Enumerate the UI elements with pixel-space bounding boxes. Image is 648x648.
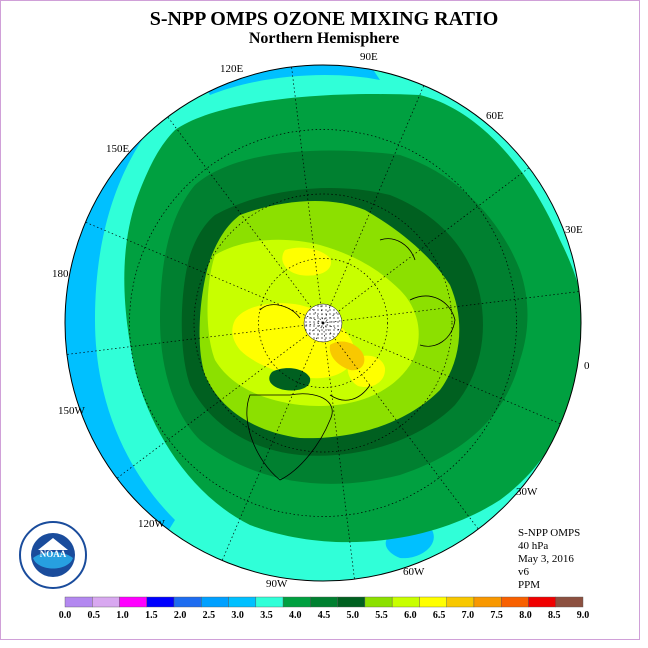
colorbar-tick-label: 2.0 [174, 610, 187, 621]
colorbar-swatch [310, 596, 338, 608]
colorbar-tick-label: 7.0 [462, 610, 475, 621]
info-version: v6 [518, 566, 529, 578]
lon-label-30w: 30W [516, 486, 538, 498]
colorbar-tick-label: 5.0 [347, 610, 360, 621]
colorbar-tick-label: 3.0 [231, 610, 244, 621]
lon-label-150w: 150W [58, 405, 85, 417]
colorbar-tick-label: 6.5 [433, 610, 446, 621]
meridian-line [322, 167, 530, 324]
colorbar-swatch [92, 596, 120, 608]
noaa-logo: NOAA [19, 521, 87, 589]
map-subtitle: Northern Hemisphere [248, 30, 400, 47]
meridian-line [322, 322, 355, 580]
lon-label-60w: 60W [403, 566, 425, 578]
meridian-line [322, 322, 561, 425]
colorbar-swatch [146, 596, 175, 608]
latitude-circle [258, 258, 388, 388]
colorbar-tick-label: 8.5 [548, 610, 561, 621]
colorbar-tick-label: 8.0 [519, 610, 532, 621]
colorbar-tick-label: 5.5 [375, 610, 388, 621]
colorbar-swatch [337, 596, 366, 608]
colorbar-tick-label: 9.0 [577, 610, 590, 621]
ozone-contour-fill [65, 65, 581, 581]
colorbar-swatch [173, 596, 202, 608]
colorbar-swatch [473, 596, 502, 608]
colorbar-swatch [501, 596, 529, 608]
info-date: May 3, 2016 [518, 553, 574, 565]
info-units: PPM [518, 579, 541, 591]
meridian-line [322, 85, 425, 324]
lon-label-30e: 30E [565, 224, 583, 236]
meridian-line [85, 221, 324, 324]
colorbar-swatch [64, 596, 93, 608]
meridian-line [167, 116, 324, 324]
map-title: S-NPP OMPS OZONE MIXING RATIO [149, 8, 499, 30]
colorbar-swatch [228, 596, 257, 608]
meridian-line [322, 322, 479, 530]
colorbar-swatch [446, 596, 475, 608]
colorbar-tick-label: 4.5 [318, 610, 331, 621]
info-instrument: S-NPP OMPS [518, 527, 581, 539]
lon-label-60e: 60E [486, 110, 504, 122]
meridian-line [221, 322, 324, 561]
colorbar-tick-label: 3.5 [260, 610, 273, 621]
colorbar-tick-label: 0.0 [59, 610, 72, 621]
info-level: 40 hPa [518, 540, 549, 552]
colorbar-tick-label: 1.0 [116, 610, 129, 621]
band-6.5-7.0-north [282, 247, 331, 276]
lon-label-150e: 150E [106, 143, 130, 155]
colorbar-swatch [201, 596, 229, 608]
colorbar-swatch [282, 596, 311, 608]
colorbar: 0.0 0.5 1.0 1.5 2.0 2.5 3.0 3.5 4.0 4.5 5.0 5.5 6.0 6… [59, 596, 590, 621]
colorbar-swatch [555, 596, 584, 608]
lon-label-180: 180 [52, 268, 69, 280]
coastlines [246, 238, 456, 481]
low-pocket [269, 368, 311, 391]
colorbar-swatch [419, 596, 447, 608]
colorbar-tick-label: 4.0 [289, 610, 302, 621]
colorbar-tick-label: 0.5 [88, 610, 101, 621]
lon-label-90e: 90E [360, 51, 378, 63]
band-7.0-7.5 [329, 341, 365, 371]
noaa-logo-text: NOAA [40, 549, 67, 559]
colorbar-tick-label: 6.0 [404, 610, 417, 621]
colorbar-swatch [391, 596, 420, 608]
colorbar-swatch [119, 596, 147, 608]
info-block: S-NPP OMPS 40 hPa May 3, 2016 v6 PPM [518, 527, 580, 592]
meridian-line [116, 322, 324, 479]
figure-frame [0, 0, 640, 640]
meridian-line [322, 291, 580, 324]
colorbar-swatch [364, 596, 393, 608]
meridian-line [291, 66, 324, 324]
lon-label-0: 0 [584, 360, 590, 372]
colorbar-swatch [528, 596, 556, 608]
latitude-circle [193, 193, 453, 453]
colorbar-tick-label: 7.5 [490, 610, 503, 621]
colorbar-swatch [255, 596, 284, 608]
map-boundary [64, 64, 582, 582]
meridian-line [66, 322, 324, 355]
latitude-circle [129, 129, 517, 517]
colorbar-tick-label: 1.5 [145, 610, 158, 621]
graticule [66, 66, 580, 580]
lon-label-120e: 120E [220, 63, 244, 75]
lon-label-120w: 120W [138, 518, 165, 530]
colorbar-tick-label: 2.5 [203, 610, 216, 621]
lon-label-90w: 90W [266, 578, 288, 590]
